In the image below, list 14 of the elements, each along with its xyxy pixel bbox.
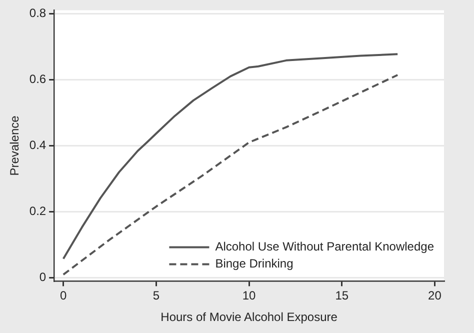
y-tick-label: 0.8 [29, 6, 46, 20]
x-tick-label: 15 [335, 288, 349, 303]
x-tick-label: 10 [242, 288, 256, 303]
legend-label: Alcohol Use Without Parental Knowledge [215, 240, 434, 254]
x-tick-label: 0 [60, 288, 68, 303]
x-axis-title: Hours of Movie Alcohol Exposure [160, 310, 338, 324]
y-tick-label: 0 [39, 270, 46, 284]
y-tick-label: 0.2 [29, 204, 46, 218]
x-tick-label: 5 [152, 288, 160, 303]
y-tick-label: 0.6 [29, 72, 46, 86]
y-axis-title: Prevalence [8, 115, 22, 176]
y-tick-label: 0.4 [29, 138, 46, 152]
legend-label: Binge Drinking [215, 256, 294, 271]
x-tick-label: 20 [428, 288, 442, 303]
